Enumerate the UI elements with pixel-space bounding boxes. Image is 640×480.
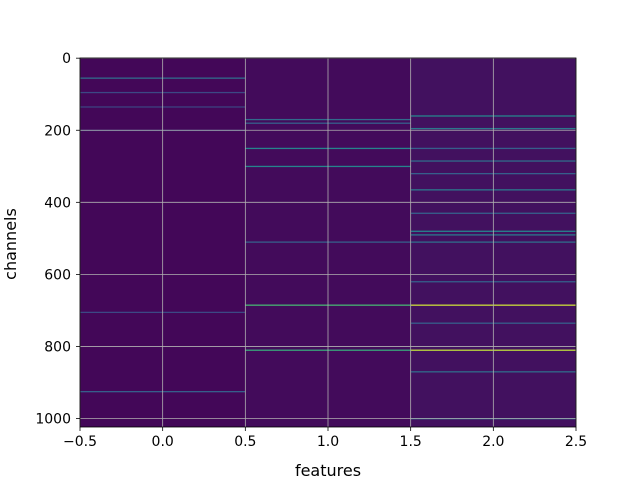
x-tick-label: 1.5 (400, 434, 422, 450)
x-tick-label: 0.0 (152, 434, 174, 450)
y-tick-label: 600 (44, 267, 71, 283)
y-tick-label: 200 (44, 123, 71, 139)
axes: −0.5 0.0 0.5 1.0 1.5 2.0 2.5 0 200 400 600 800 1000 (35, 51, 587, 450)
x-tick-label: −0.5 (63, 434, 97, 450)
x-tick-label: 2.0 (482, 434, 504, 450)
y-tick-label: 400 (44, 195, 71, 211)
y-tick-label: 800 (44, 339, 71, 355)
x-tick-label: 1.0 (317, 434, 339, 450)
x-axis-label: features (295, 461, 361, 480)
y-axis-label: channels (1, 208, 20, 280)
x-tick-label: 0.5 (234, 434, 256, 450)
y-tick-label: 1000 (35, 412, 71, 428)
y-tick-label: 0 (62, 51, 71, 67)
x-tick-label: 2.5 (565, 434, 587, 450)
